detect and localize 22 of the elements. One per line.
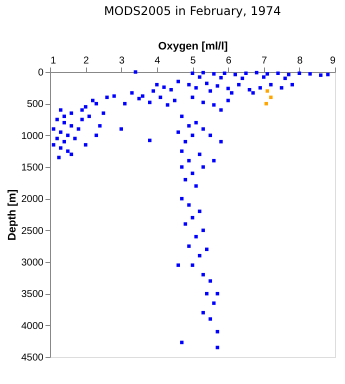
y-tick-label: 3500 [21,289,44,300]
x-tick-label: 1 [50,56,56,66]
y-tick-label: 2000 [21,194,44,206]
x-tick-label: 5 [190,56,196,66]
y-tick-label: 2500 [21,226,44,237]
x-tick-label: 6 [226,56,232,66]
y-tick-label: 4500 [21,352,44,364]
x-tick-label: 3 [118,56,125,66]
y-tick-label: 0 [38,68,44,78]
x-tick-label: 8 [297,56,304,66]
chart-title: MODS2005 in February, 1974 [104,4,282,18]
y-tick-label: 1000 [21,130,44,142]
y-tick-label: 500 [26,99,44,110]
y-tick-label: 3000 [21,258,44,268]
x-tick-label: 2 [83,56,90,66]
x-tick-label: 4 [154,56,161,66]
y-tick-label: 1500 [21,162,44,174]
y-axis-title: Depth [m] [6,189,18,241]
x-tick-label: 9 [330,56,336,66]
x-axis-title: Oxygen [ml/l] [158,40,228,52]
x-tick-label: 7 [261,56,268,66]
y-tick-label: 4000 [21,320,44,332]
